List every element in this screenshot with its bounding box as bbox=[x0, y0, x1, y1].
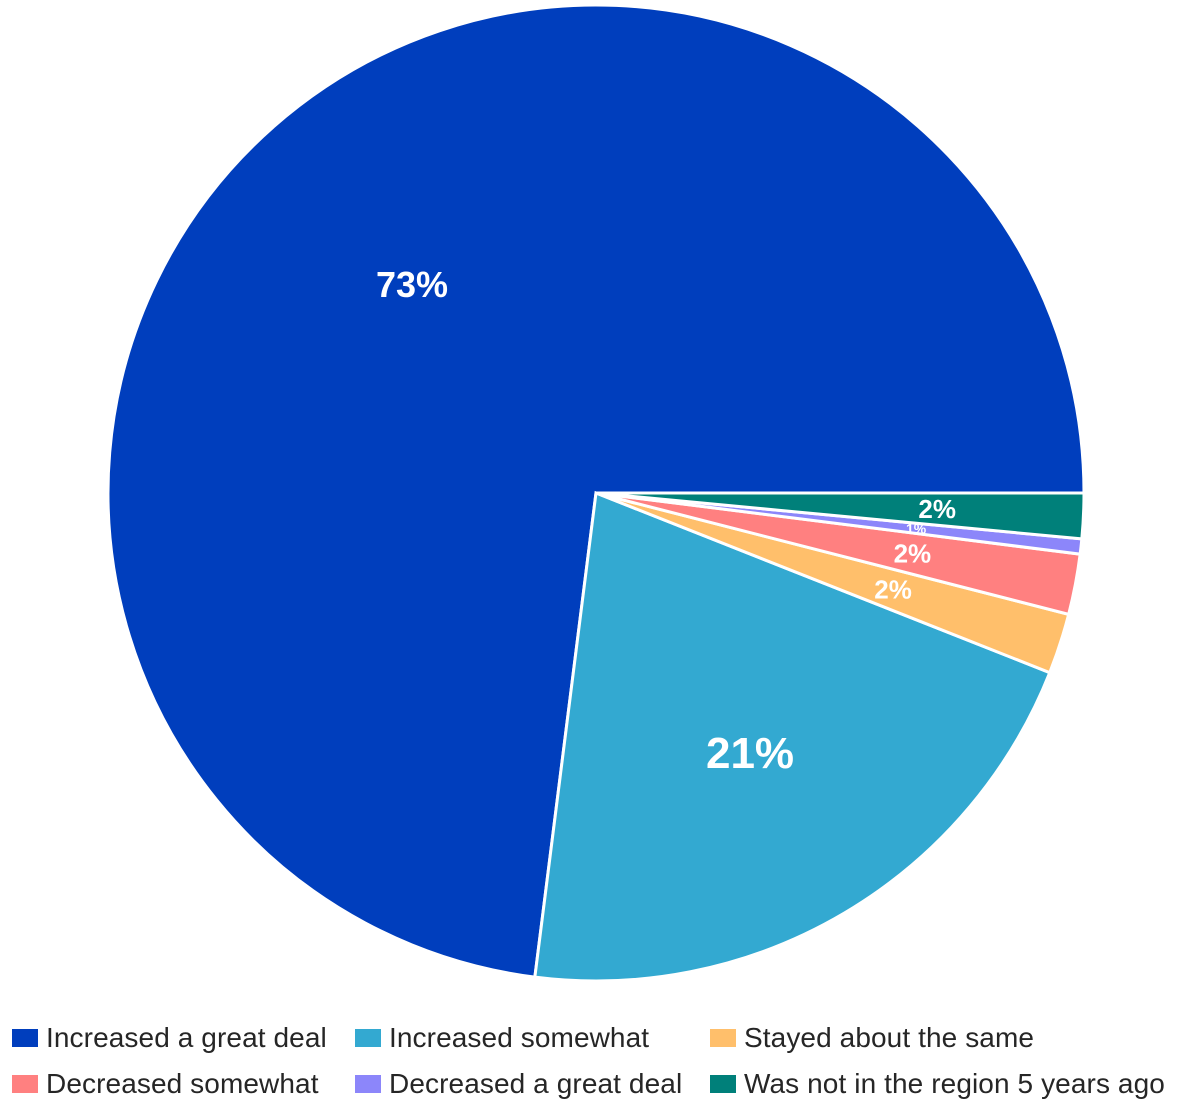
pie-slice-increased-a-great-deal bbox=[106, 3, 1086, 979]
pie-slices bbox=[106, 3, 1086, 983]
legend-item-decreased-somewhat: Decreased somewhat bbox=[12, 1064, 319, 1104]
pie-data-labels: 73%21%2%2%1%2% bbox=[376, 264, 956, 778]
legend-item-decreased-great-deal: Decreased a great deal bbox=[355, 1064, 682, 1104]
pie-data-label: 2% bbox=[894, 538, 932, 568]
legend-swatch bbox=[355, 1029, 381, 1047]
pie-slice-was-not-in-the-region-5-years-ago bbox=[595, 491, 1086, 541]
legend-swatch bbox=[12, 1075, 38, 1093]
legend-label: Decreased somewhat bbox=[46, 1068, 319, 1099]
legend-label: Decreased a great deal bbox=[389, 1068, 683, 1099]
legend-label: Stayed about the same bbox=[744, 1022, 1035, 1053]
legend-item-increased-great-deal: Increased a great deal bbox=[12, 1018, 327, 1058]
pie-data-label: 73% bbox=[376, 264, 448, 305]
pie-slice-increased-somewhat bbox=[533, 490, 1052, 983]
pie-data-label: 1% bbox=[906, 520, 927, 536]
legend-item-not-in-region: Was not in the region 5 years ago bbox=[710, 1064, 1165, 1104]
legend-label: Increased a great deal bbox=[46, 1022, 327, 1053]
pie-data-label: 2% bbox=[874, 575, 912, 605]
legend-swatch bbox=[12, 1029, 38, 1047]
legend-item-stayed-same: Stayed about the same bbox=[710, 1018, 1034, 1058]
legend: Increased a great deal Increased somewha… bbox=[12, 1018, 1184, 1104]
legend-label: Increased somewhat bbox=[389, 1022, 650, 1053]
pie-data-label: 21% bbox=[706, 729, 794, 778]
pie-data-label: 2% bbox=[918, 494, 956, 524]
legend-item-increased-somewhat: Increased somewhat bbox=[355, 1018, 649, 1058]
legend-label: Was not in the region 5 years ago bbox=[744, 1068, 1165, 1099]
legend-swatch bbox=[355, 1075, 381, 1093]
legend-swatch bbox=[710, 1029, 736, 1047]
legend-swatch bbox=[710, 1075, 736, 1093]
